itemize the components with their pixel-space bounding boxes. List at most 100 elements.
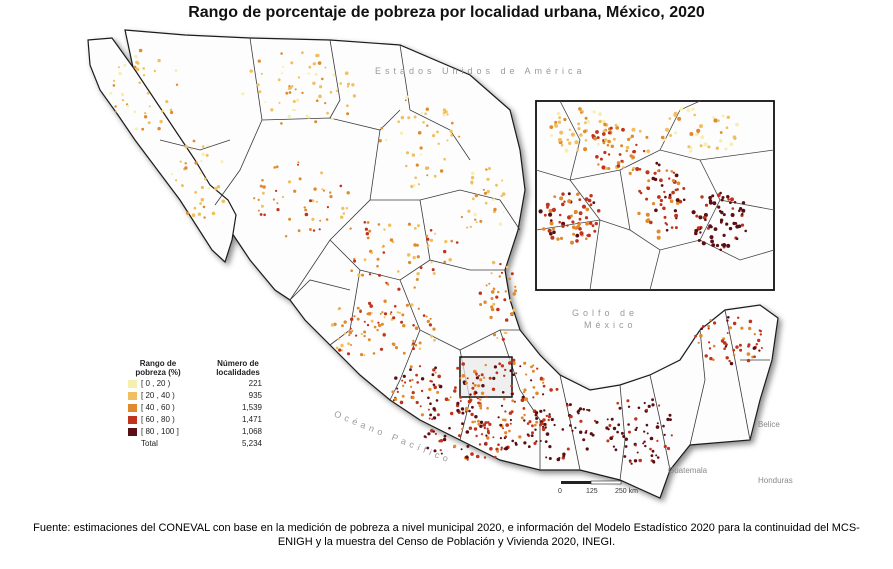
locality-point xyxy=(577,409,581,413)
mexico-mainland xyxy=(124,29,779,499)
locality-point xyxy=(643,440,646,443)
locality-point xyxy=(363,354,366,357)
locality-point xyxy=(321,77,324,81)
locality-point xyxy=(468,409,471,413)
locality-point xyxy=(500,446,503,449)
locality-point xyxy=(540,422,544,426)
locality-point xyxy=(526,433,530,436)
locality-point xyxy=(628,430,631,434)
locality-point xyxy=(165,100,169,104)
locality-point xyxy=(495,295,499,299)
locality-point xyxy=(660,184,664,187)
locality-point xyxy=(346,112,350,116)
locality-point xyxy=(370,251,374,255)
locality-point xyxy=(330,323,335,327)
locality-point xyxy=(594,221,598,226)
locality-point xyxy=(175,83,179,87)
locality-point xyxy=(610,144,614,148)
locality-point xyxy=(493,365,497,369)
landmass xyxy=(87,29,779,499)
locality-point xyxy=(478,374,481,377)
locality-point xyxy=(614,123,618,127)
locality-point xyxy=(700,195,704,199)
locality-point xyxy=(335,89,338,92)
locality-point xyxy=(337,308,340,311)
locality-point xyxy=(732,135,737,139)
locality-point xyxy=(748,319,753,324)
locality-point xyxy=(450,239,454,243)
locality-point xyxy=(586,234,590,237)
locality-point xyxy=(114,105,117,108)
locality-point xyxy=(719,218,724,222)
locality-point xyxy=(486,427,489,430)
locality-point xyxy=(389,313,392,315)
locality-point xyxy=(593,229,597,233)
locality-point xyxy=(662,206,666,211)
locality-point xyxy=(363,330,367,334)
locality-point xyxy=(645,408,649,411)
locality-point xyxy=(412,255,416,260)
locality-point xyxy=(482,423,487,427)
legend-item: [ 60 , 80 ) 1,471 xyxy=(128,415,268,426)
locality-point xyxy=(490,272,493,275)
locality-point xyxy=(174,69,178,72)
locality-point xyxy=(653,171,657,175)
locality-point xyxy=(477,422,481,426)
locality-point xyxy=(270,108,274,112)
locality-point xyxy=(257,59,261,63)
locality-point xyxy=(733,201,737,204)
locality-point xyxy=(635,143,638,147)
locality-point xyxy=(726,319,729,322)
locality-point xyxy=(191,213,196,217)
locality-point xyxy=(574,426,577,429)
honduras-label: Honduras xyxy=(758,476,793,485)
locality-point xyxy=(378,139,382,143)
locality-point xyxy=(112,84,116,87)
locality-point xyxy=(432,430,435,433)
locality-point xyxy=(559,130,564,135)
locality-point xyxy=(474,391,478,395)
locality-point xyxy=(443,249,447,254)
locality-point xyxy=(626,399,630,403)
locality-point xyxy=(391,390,395,394)
locality-point xyxy=(618,153,622,156)
locality-point xyxy=(199,202,203,205)
locality-point xyxy=(410,303,414,307)
locality-point xyxy=(405,151,410,155)
locality-point xyxy=(477,419,480,423)
locality-point xyxy=(365,232,369,236)
locality-point xyxy=(674,213,679,218)
locality-point xyxy=(370,312,373,314)
locality-point xyxy=(646,432,649,435)
locality-point xyxy=(651,202,656,206)
locality-point xyxy=(475,376,479,380)
locality-point xyxy=(503,418,507,422)
locality-point xyxy=(531,369,535,373)
locality-point xyxy=(521,395,525,399)
locality-point xyxy=(496,337,499,339)
locality-point xyxy=(277,78,281,82)
locality-point xyxy=(649,447,652,451)
locality-point xyxy=(259,213,263,216)
locality-point xyxy=(312,81,316,86)
locality-point xyxy=(318,228,321,231)
locality-point xyxy=(647,404,651,408)
locality-point xyxy=(542,418,546,422)
locality-point xyxy=(400,320,404,324)
locality-point xyxy=(480,433,484,436)
locality-point xyxy=(479,406,483,410)
locality-point xyxy=(206,144,209,147)
locality-point xyxy=(700,135,705,140)
locality-point xyxy=(433,449,437,453)
locality-point xyxy=(682,198,686,202)
locality-point xyxy=(397,270,400,273)
locality-point xyxy=(612,426,617,431)
locality-point xyxy=(498,275,501,278)
locality-point xyxy=(655,454,658,457)
locality-point xyxy=(431,373,435,377)
locality-point xyxy=(476,396,480,400)
locality-point xyxy=(740,223,745,227)
locality-point xyxy=(543,422,547,426)
locality-point xyxy=(411,342,415,345)
locality-point xyxy=(725,343,728,346)
